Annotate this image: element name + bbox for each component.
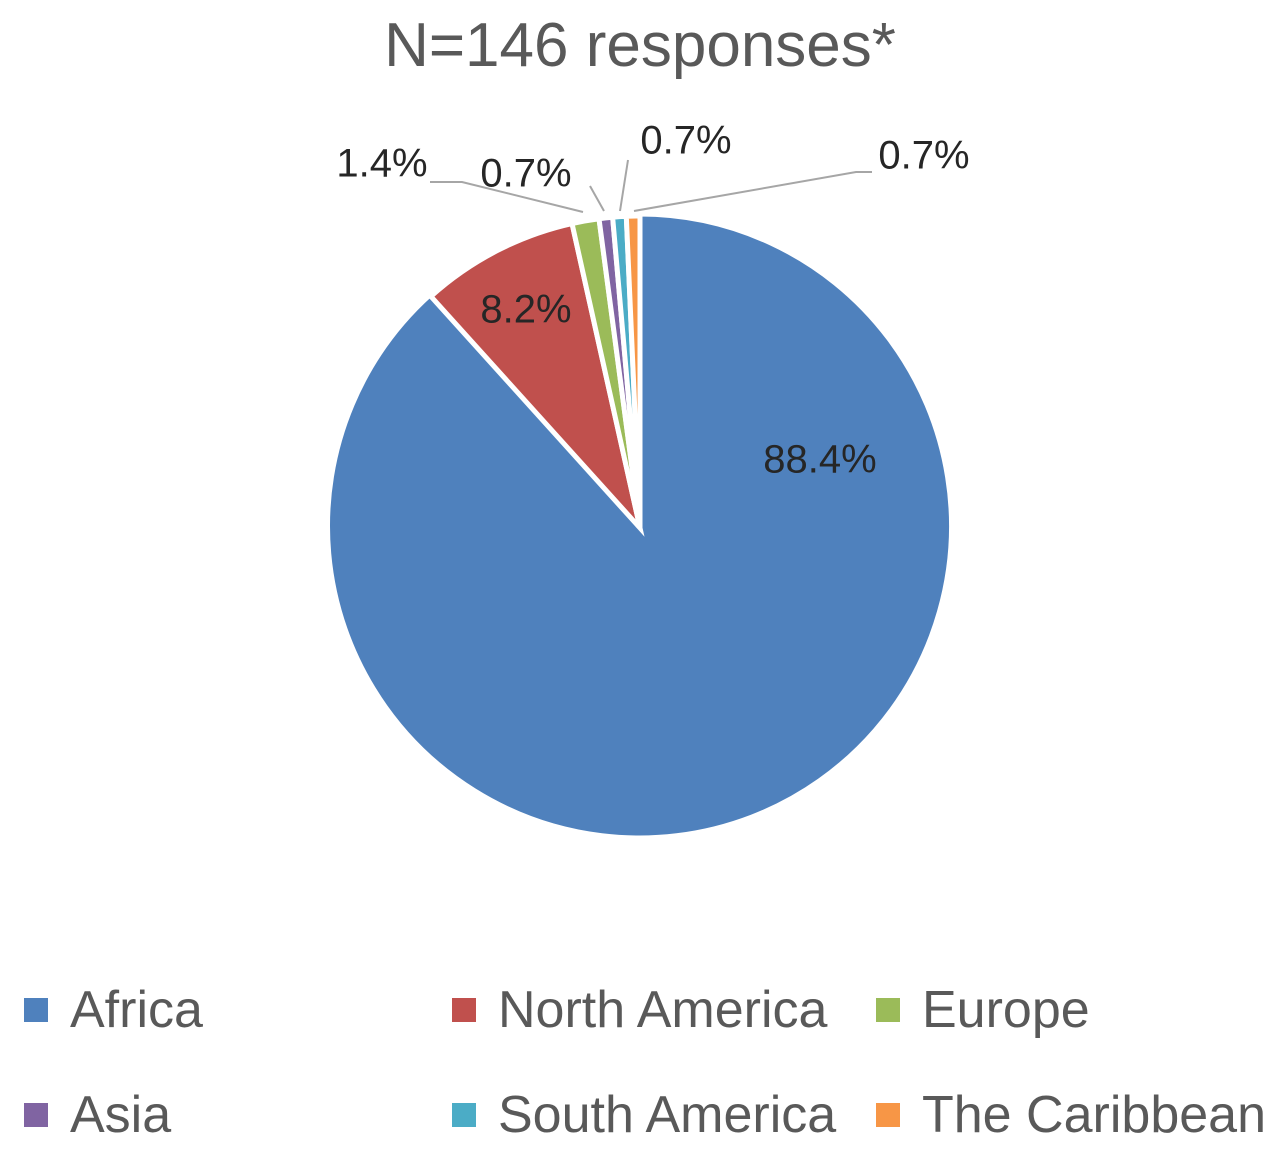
- legend-label-africa: Africa: [70, 981, 203, 1039]
- pie-slice-the-caribbean: [623, 213, 643, 529]
- legend: Africa North America Europe Asia South A…: [0, 975, 1280, 1145]
- legend-item-africa: Africa: [24, 980, 203, 1040]
- legend-item-the-caribbean: The Caribbean: [876, 1085, 1266, 1145]
- data-label-north-america: 8.2%: [480, 288, 571, 332]
- legend-item-south-america: South America: [452, 1085, 836, 1145]
- data-label-europe: 1.4%: [336, 142, 427, 186]
- pie-slices: [325, 211, 954, 841]
- legend-item-north-america: North America: [452, 980, 827, 1040]
- data-labels: 88.4% 8.2% 1.4% 0.7% 0.7% 0.7%: [336, 119, 969, 482]
- legend-swatch-africa: [24, 998, 48, 1022]
- legend-label-north-america: North America: [498, 981, 828, 1039]
- legend-swatch-europe: [876, 998, 900, 1022]
- legend-swatch-north-america: [452, 998, 476, 1022]
- leader-line-asia: [589, 185, 605, 212]
- legend-swatch-south-america: [452, 1103, 476, 1127]
- leader-line-south-america: [619, 159, 629, 212]
- data-label-south-america: 0.7%: [640, 119, 731, 163]
- leader-lines: [430, 159, 872, 213]
- legend-item-europe: Europe: [876, 980, 1090, 1040]
- chart-title: N=146 responses*: [384, 11, 896, 80]
- pie-chart: 88.4% 8.2% 1.4% 0.7% 0.7% 0.7%: [325, 118, 970, 841]
- data-label-africa: 88.4%: [763, 438, 876, 482]
- legend-label-south-america: South America: [498, 1086, 837, 1144]
- legend-swatch-asia: [24, 1103, 48, 1127]
- data-label-the-caribbean: 0.7%: [878, 134, 969, 178]
- legend-label-the-caribbean: The Caribbean: [922, 1086, 1266, 1144]
- leader-line-the-caribbean: [633, 171, 872, 212]
- legend-label-europe: Europe: [922, 981, 1090, 1039]
- legend-swatch-the-caribbean: [876, 1103, 900, 1127]
- legend-item-asia: Asia: [24, 1085, 171, 1145]
- leader-line-europe: [430, 181, 584, 213]
- legend-label-asia: Asia: [70, 1086, 172, 1144]
- data-label-asia: 0.7%: [480, 152, 571, 196]
